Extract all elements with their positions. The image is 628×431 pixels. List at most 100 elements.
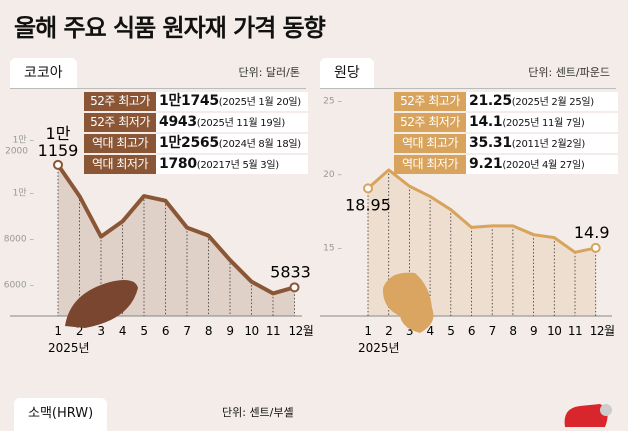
endpoint-marker: [590, 242, 601, 253]
stat-label: 52주 최저가: [394, 113, 466, 132]
unit-label: 단위: 달러/톤: [238, 66, 300, 79]
x-tick-label: 5: [447, 324, 454, 338]
stat-value-box: 1만1745(2025년 1월 20일): [156, 92, 308, 111]
x-tick-label: 9: [530, 324, 537, 338]
stat-value: 35.31: [469, 135, 512, 151]
stats-table: 52주 최고가 1만1745(2025년 1월 20일) 52주 최저가 4943(2…: [84, 92, 308, 176]
area-fill: [368, 169, 596, 316]
y-tick-label: 2000: [5, 147, 28, 157]
y-tick-label: 8000 –: [4, 235, 35, 245]
area-fill: [58, 164, 295, 316]
end-value-label: 14.9: [574, 223, 610, 242]
stat-value-box: 14.1(2025년 11월 7일): [466, 113, 618, 132]
endpoint-marker: [53, 159, 63, 170]
year-label: 2025년: [358, 341, 400, 355]
stat-date: (2011년 2월2일): [511, 139, 585, 150]
stat-value: 1만2565: [159, 135, 219, 151]
stat-value-box: 4943(2025년 11월 19일): [156, 113, 308, 132]
divider: [10, 88, 306, 89]
stat-date: (2020년 4월 27일): [502, 160, 585, 171]
stats-row: 52주 최고가 21.25(2025년 2월 25일): [394, 92, 618, 111]
stats-row: 52주 최저가 14.1(2025년 11월 7일): [394, 113, 618, 132]
stats-row: 52주 최고가 1만1745(2025년 1월 20일): [84, 92, 308, 111]
x-tick-label: 8: [509, 324, 516, 338]
x-tick-label: 11: [568, 324, 582, 338]
start-value-label: 1159: [38, 141, 79, 160]
stat-value-box: 9.21(2020년 4월 27일): [466, 155, 618, 174]
stat-date: (2025년 11월 7일): [502, 118, 585, 129]
stat-label: 52주 최고가: [84, 92, 156, 111]
y-tick-label: 25 –: [323, 96, 342, 106]
x-tick-label: 3: [97, 324, 104, 338]
wheat-unit: 단위: 센트/부셸: [222, 406, 294, 419]
x-tick-label: 4: [119, 324, 126, 338]
stat-date: (2025년 2월 25일): [511, 97, 594, 108]
stat-value-box: 35.31(2011년 2월2일): [466, 134, 618, 153]
x-tick-label: 6: [468, 324, 475, 338]
start-value-label: 1만: [46, 124, 71, 143]
x-tick-label: 12월: [590, 324, 615, 338]
stats-row: 역대 최저가 9.21(2020년 4월 27일): [394, 155, 618, 174]
stat-value: 14.1: [469, 114, 503, 130]
stat-label: 52주 최저가: [84, 113, 156, 132]
x-tick-label: 7: [183, 324, 190, 338]
y-tick-label: 15 –: [323, 243, 342, 253]
stat-label: 역대 최고가: [84, 134, 156, 153]
x-tick-label: 2: [385, 324, 392, 338]
series-line: [56, 163, 296, 296]
series-line: [367, 168, 597, 254]
y-tick-label: 20 –: [323, 170, 342, 180]
x-tick-label: 3: [406, 324, 413, 338]
stat-date: (2025년 11월 19일): [196, 118, 285, 129]
stat-value: 4943: [159, 114, 197, 130]
stats-row: 52주 최저가 4943(2025년 11월 19일): [84, 113, 308, 132]
stat-label: 52주 최고가: [394, 92, 466, 111]
x-tick-label: 10: [244, 324, 258, 338]
stats-row: 역대 최고가 1만2565(2024년 8월 18일): [84, 134, 308, 153]
unit-label: 단위: 센트/파운드: [528, 66, 610, 79]
chart-tab: 원당: [320, 58, 374, 88]
x-tick-label: 9: [226, 324, 233, 338]
wheat-tab: 소맥(HRW): [14, 398, 108, 431]
y-tick-label: 6000 –: [4, 281, 35, 291]
x-tick-label: 10: [547, 324, 561, 338]
x-tick-label: 12월: [289, 324, 314, 338]
x-tick-label: 11: [266, 324, 280, 338]
stat-label: 역대 최저가: [84, 155, 156, 174]
y-tick-label: 1만 –: [13, 188, 35, 199]
x-tick-label: 6: [162, 324, 169, 338]
stat-value: 21.25: [469, 93, 512, 109]
start-value-label: 18.95: [345, 195, 391, 214]
x-tick-label: 2: [76, 324, 83, 338]
line-chart: 25 – 20 – 15 – 1 2 3 4 5 6 7 8 9 10 11 12월 2025년 18.95 14…: [320, 96, 615, 355]
x-tick-label: 1: [364, 324, 371, 338]
stat-label: 역대 최고가: [394, 134, 466, 153]
stat-date: (20217년 5월 3일): [196, 160, 279, 171]
x-tick-label: 1: [54, 324, 61, 338]
sugar-panel: 원당 단위: 센트/파운드 52주 최고가 21.25(2025년 2월 25일)…: [320, 58, 618, 388]
stats-row: 역대 최저가 1780(20217년 5월 3일): [84, 155, 308, 174]
endpoint-marker: [363, 183, 373, 194]
year-label: 2025년: [48, 341, 90, 355]
page-title: 올해 주요 식품 원자재 가격 동향: [14, 14, 326, 42]
stat-value: 9.21: [469, 156, 503, 172]
end-value-label: 5833: [270, 262, 311, 281]
sugar-illustration: [382, 272, 434, 333]
cocoa-pod-illustration: [65, 280, 138, 328]
divider: [320, 88, 616, 89]
x-tick-label: 8: [205, 324, 212, 338]
stats-row: 역대 최고가 35.31(2011년 2월2일): [394, 134, 618, 153]
y-tick-label: 1만 –: [13, 135, 35, 146]
stat-value: 1780: [159, 156, 197, 172]
stat-date: (2024년 8월 18일): [218, 139, 301, 150]
stat-value-box: 1만2565(2024년 8월 18일): [156, 134, 308, 153]
stat-date: (2025년 1월 20일): [218, 97, 301, 108]
endpoint-marker: [289, 282, 300, 293]
stat-value-box: 1780(20217년 5월 3일): [156, 155, 308, 174]
x-tick-label: 4: [427, 324, 434, 338]
chart-tab: 코코아: [10, 58, 77, 88]
stats-table: 52주 최고가 21.25(2025년 2월 25일) 52주 최저가 14.1(20…: [394, 92, 618, 176]
stat-label: 역대 최저가: [394, 155, 466, 174]
x-tick-label: 7: [489, 324, 496, 338]
